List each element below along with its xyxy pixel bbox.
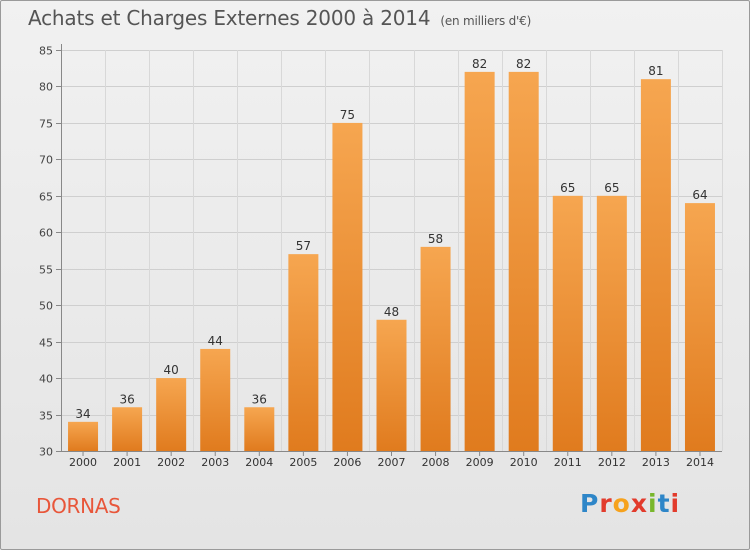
bar bbox=[112, 407, 143, 451]
bar bbox=[332, 122, 363, 451]
bar-value-label: 75 bbox=[340, 108, 355, 122]
logo-letter: i bbox=[648, 489, 658, 518]
bar-value-label: 44 bbox=[208, 334, 223, 348]
bar bbox=[288, 254, 319, 451]
y-tick-label: 65 bbox=[39, 191, 53, 204]
y-tick-label: 75 bbox=[39, 118, 53, 131]
bar bbox=[684, 203, 715, 451]
y-tick-label: 35 bbox=[39, 410, 53, 423]
x-tick-label: 2010 bbox=[510, 456, 538, 469]
x-tick-label: 2002 bbox=[157, 456, 185, 469]
logo-letter: t bbox=[657, 489, 671, 518]
commune-name: DORNAS bbox=[36, 494, 121, 518]
y-tick-label: 30 bbox=[39, 446, 53, 459]
bar-value-label: 82 bbox=[516, 57, 531, 71]
x-tick-label: 2012 bbox=[598, 456, 626, 469]
y-tick-label: 80 bbox=[39, 81, 53, 94]
y-tick-label: 85 bbox=[39, 45, 53, 58]
x-tick-label: 2009 bbox=[466, 456, 494, 469]
x-tick-label: 2013 bbox=[642, 456, 670, 469]
y-tick-label: 70 bbox=[39, 154, 53, 167]
logo-letter: i bbox=[670, 489, 681, 518]
bar-value-label: 40 bbox=[164, 363, 179, 377]
x-tick-label: 2003 bbox=[201, 456, 229, 469]
bar-value-label: 58 bbox=[428, 232, 443, 246]
x-tick-label: 2005 bbox=[289, 456, 317, 469]
logo-letter: x bbox=[630, 489, 648, 518]
y-tick-label: 50 bbox=[39, 300, 53, 313]
logo-letter: P bbox=[580, 489, 600, 518]
logo-letter: o bbox=[612, 489, 631, 518]
proxiti-logo[interactable]: Proxiti bbox=[580, 489, 680, 518]
bar bbox=[508, 71, 539, 451]
bar bbox=[156, 378, 187, 451]
chart-title: Achats et Charges Externes 2000 à 2014 (e… bbox=[28, 6, 531, 30]
chart-unit: (en milliers d'€) bbox=[440, 14, 532, 28]
x-tick-label: 2006 bbox=[333, 456, 361, 469]
y-tick-label: 55 bbox=[39, 264, 53, 277]
bar bbox=[640, 79, 671, 451]
bar-value-label: 65 bbox=[560, 181, 575, 195]
logo-letter: r bbox=[599, 489, 613, 518]
x-tick-label: 2004 bbox=[245, 456, 273, 469]
bar bbox=[596, 195, 627, 451]
y-tick-label: 60 bbox=[39, 227, 53, 240]
bar-value-label: 82 bbox=[472, 57, 487, 71]
chart-title-text: Achats et Charges Externes 2000 à 2014 bbox=[28, 6, 431, 30]
x-tick-label: 2007 bbox=[378, 456, 406, 469]
bar-value-label: 64 bbox=[692, 188, 707, 202]
bar-value-label: 36 bbox=[252, 392, 267, 406]
bar-value-label: 65 bbox=[604, 181, 619, 195]
bar-value-label: 81 bbox=[648, 64, 663, 78]
y-tick-label: 40 bbox=[39, 373, 53, 386]
x-tick-label: 2000 bbox=[69, 456, 97, 469]
y-tick-label: 45 bbox=[39, 337, 53, 350]
bar-value-label: 57 bbox=[296, 239, 311, 253]
x-tick-label: 2001 bbox=[113, 456, 141, 469]
bar-value-label: 48 bbox=[384, 305, 399, 319]
bar bbox=[68, 421, 99, 451]
bar bbox=[244, 407, 275, 451]
bar bbox=[464, 71, 495, 451]
x-tick-label: 2014 bbox=[686, 456, 714, 469]
bar bbox=[420, 246, 451, 451]
bar-value-label: 34 bbox=[75, 407, 90, 421]
x-tick-label: 2011 bbox=[554, 456, 582, 469]
bar bbox=[376, 319, 407, 451]
x-tick-label: 2008 bbox=[422, 456, 450, 469]
bar bbox=[552, 195, 583, 451]
bar-value-label: 36 bbox=[119, 392, 134, 406]
bar bbox=[200, 348, 231, 451]
